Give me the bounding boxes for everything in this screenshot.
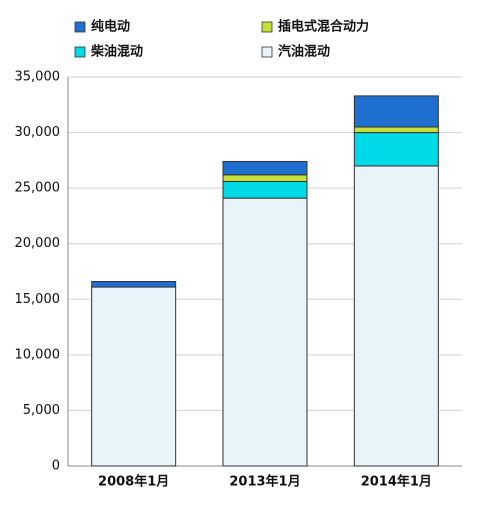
- legend-label: 汽油混动: [278, 44, 330, 60]
- y-tick-label: 15,000: [15, 292, 61, 307]
- bar-segment: [353, 95, 439, 128]
- y-tick-label: 0: [52, 459, 60, 474]
- legend-label: 柴油混动: [90, 44, 143, 60]
- legend-label: 纯电动: [91, 19, 130, 35]
- bar-segment: [91, 281, 177, 288]
- x-tick-label: 2008年1月: [98, 474, 169, 490]
- bar-segment: [222, 180, 308, 199]
- bar-segment: [222, 160, 308, 176]
- y-tick-label: 20,000: [15, 236, 61, 251]
- bar-segment: [222, 197, 308, 467]
- legend-label: 插电式混合动力: [278, 19, 369, 35]
- bar-segment: [353, 126, 439, 134]
- y-tick-label: 35,000: [15, 70, 61, 85]
- bar-segment: [353, 165, 439, 467]
- y-tick-label: 30,000: [15, 125, 61, 140]
- legend-swatch: [74, 21, 86, 33]
- legend-swatch: [261, 21, 273, 33]
- y-tick-label: 5,000: [23, 403, 60, 418]
- x-tick-label: 2013年1月: [229, 474, 300, 490]
- legend-swatch: [74, 46, 86, 58]
- bar-segment: [222, 174, 308, 182]
- bar-segment: [91, 286, 177, 467]
- x-tick-label: 2014年1月: [361, 474, 432, 490]
- y-tick-label: 10,000: [15, 347, 61, 362]
- y-tick-label: 25,000: [15, 181, 61, 196]
- bar-segment: [353, 132, 439, 167]
- legend-swatch: [261, 46, 273, 58]
